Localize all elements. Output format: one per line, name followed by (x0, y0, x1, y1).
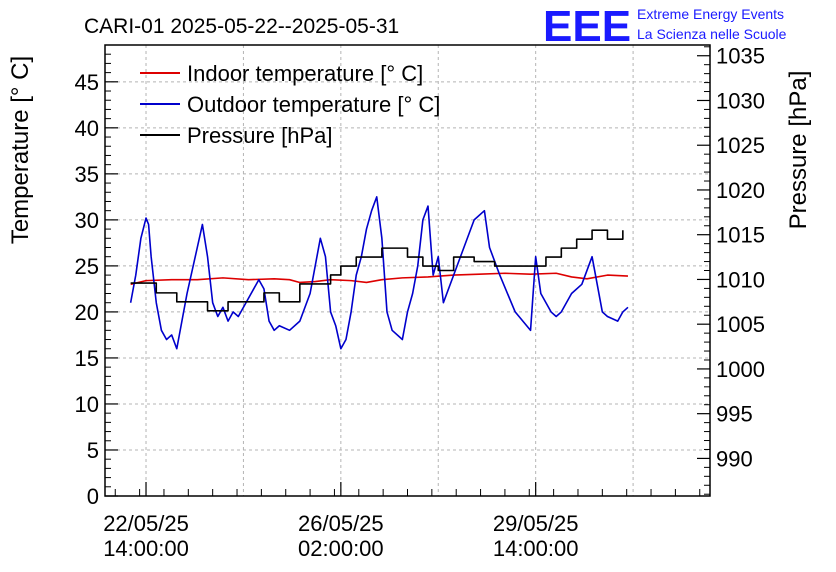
y2-tick-label: 1010 (716, 267, 765, 292)
y-axis-label: Temperature [° C] (7, 56, 34, 244)
eee-logo-mark: EEE (543, 2, 631, 51)
series-line-1 (129, 196, 629, 350)
x-tick-label-date: 26/05/25 (298, 511, 384, 536)
y-tick-label: 35 (75, 162, 99, 187)
y-tick-label: 15 (75, 346, 99, 371)
eee-logo-line2: La Scienza nelle Scuole (637, 26, 787, 42)
axes: 0510152025303540459909951000100510101015… (75, 44, 765, 561)
y-tick-label: 30 (75, 208, 99, 233)
y2-tick-label: 1020 (716, 178, 765, 203)
y2-tick-label: 990 (716, 446, 753, 471)
y-tick-label: 0 (87, 484, 99, 509)
chart-title: CARI-01 2025-05-22--2025-05-31 (84, 15, 399, 38)
legend-entry: Indoor temperature [° C] (187, 61, 423, 86)
x-tick-label-date: 29/05/25 (493, 511, 579, 536)
x-tick-label-time: 02:00:00 (298, 536, 384, 561)
y2-tick-label: 1030 (716, 88, 765, 113)
legend-entry: Outdoor temperature [° C] (187, 92, 440, 117)
y2-tick-label: 1005 (716, 312, 765, 337)
y-tick-label: 10 (75, 392, 99, 417)
y2-tick-label: 1025 (716, 133, 765, 158)
x-tick-label-date: 22/05/25 (103, 511, 189, 536)
series-line-2 (130, 229, 624, 312)
y-tick-label: 20 (75, 300, 99, 325)
y2-axis-label: Pressure [hPa] (785, 71, 812, 230)
legend: Indoor temperature [° C] Outdoor temperat… (140, 61, 440, 148)
eee-logo: EEE Extreme Energy Events La Scienza nel… (543, 2, 787, 51)
y-tick-label: 25 (75, 254, 99, 279)
series-lines (129, 196, 629, 350)
x-tick-label-time: 14:00:00 (103, 536, 189, 561)
y2-tick-label: 1035 (716, 44, 765, 69)
y2-tick-label: 995 (716, 402, 753, 427)
legend-entry: Pressure [hPa] (187, 123, 333, 148)
y-tick-label: 45 (75, 70, 99, 95)
y2-tick-label: 1015 (716, 223, 765, 248)
eee-logo-line1: Extreme Energy Events (637, 6, 784, 22)
y2-tick-label: 1000 (716, 357, 765, 382)
y-tick-label: 40 (75, 116, 99, 141)
series-line-0 (130, 272, 629, 286)
x-tick-label-time: 14:00:00 (493, 536, 579, 561)
y-tick-label: 5 (87, 438, 99, 463)
